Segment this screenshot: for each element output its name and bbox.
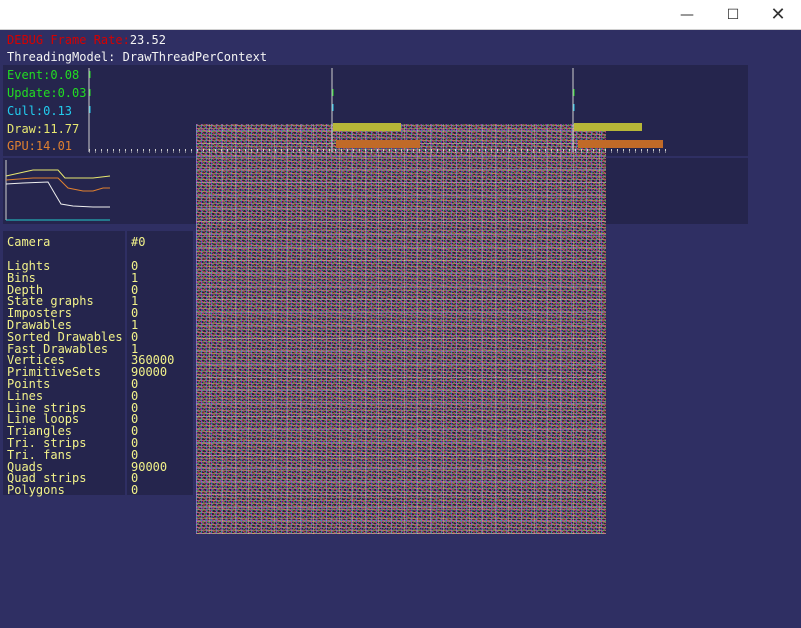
stat-fast-drawables-label: Fast Drawables [7, 341, 109, 356]
stat-state-graphs-value: 1 [131, 294, 139, 309]
stat-imposters-label: Imposters [7, 306, 73, 321]
frame-time-graph [5, 160, 111, 221]
gpu-time-label: GPU:14.01 [7, 139, 73, 153]
gpu-bar-frame-1 [336, 140, 420, 148]
maximize-button[interactable]: ☐ [710, 0, 756, 29]
stat-depth-value: 0 [131, 282, 139, 297]
stat-quad-strips-value: 0 [131, 471, 139, 486]
stat-primitivesets-value: 90000 [131, 365, 168, 380]
stat-lights-value: 0 [131, 259, 139, 273]
graph-frame-line [5, 181, 110, 208]
stat-tri-strips-value: 0 [131, 436, 139, 450]
stat-tri-strips-label: Tri. strips [7, 436, 87, 450]
draw-bar-frame-1 [333, 123, 401, 131]
cull-time-label: Cull:0.13 [7, 104, 73, 118]
stat-line-strips-value: 0 [131, 400, 139, 415]
stat-quads-value: 90000 [131, 459, 168, 474]
stat-tri-fans-label: Tri. fans [7, 447, 73, 462]
stat-lines-value: 0 [131, 388, 139, 403]
stat-line-strips-label: Line strips [7, 400, 87, 415]
stat-line-loops-value: 0 [131, 412, 139, 427]
camera-stats-values: #0 0 1 0 1 0 1 0 1 360000 90000 0 0 0 0 … [127, 231, 193, 498]
stat-state-graphs-label: State graphs [7, 294, 94, 309]
stat-points-label: Points [7, 377, 51, 391]
stat-polygons-value: 0 [131, 483, 139, 498]
stat-lines-label: Lines [7, 388, 44, 403]
close-button[interactable]: ✕ [755, 0, 801, 29]
frame-rate-readout: DEBUG Frame Rate:23.52 [7, 33, 166, 47]
stat-vertices-value: 360000 [131, 353, 175, 368]
camera-label: Camera [7, 235, 51, 249]
update-time-label: Update:0.03 [7, 86, 87, 100]
stat-vertices-label: Vertices [7, 353, 65, 368]
stat-depth-label: Depth [7, 282, 44, 297]
frame-rate-label: DEBUG Frame Rate: [7, 33, 130, 47]
graph-draw-line [5, 169, 111, 179]
stat-lights-label: Lights [7, 259, 51, 273]
stat-polygons-label: Polygons [7, 483, 65, 498]
close-icon: ✕ [770, 4, 786, 25]
draw-bar-frame-2 [574, 123, 642, 131]
frame-rate-value: 23.52 [129, 33, 166, 47]
stat-triangles-value: 0 [131, 424, 139, 439]
stat-drawables-label: Drawables [7, 318, 73, 332]
stat-bins-label: Bins [7, 270, 36, 285]
stat-sorted-drawables-label: Sorted Drawables [7, 329, 123, 344]
stat-quad-strips-label: Quad strips [7, 471, 87, 486]
minimize-button[interactable]: — [664, 0, 710, 29]
gpu-bar-frame-2 [578, 140, 663, 148]
stat-sorted-drawables-value: 0 [131, 329, 139, 344]
frame-timeline [88, 68, 670, 153]
stat-bins-value: 1 [131, 270, 139, 285]
window-titlebar: — ☐ ✕ [0, 0, 801, 30]
minimize-icon: — [680, 6, 694, 23]
graph-gpu-line [5, 177, 110, 192]
camera-value: #0 [131, 235, 146, 249]
threading-model-label: ThreadingModel: DrawThreadPerContext [7, 50, 268, 64]
draw-time-label: Draw:11.77 [7, 122, 80, 136]
stat-line-loops-label: Line loops [7, 412, 80, 427]
stat-fast-drawables-value: 1 [131, 341, 139, 356]
stat-drawables-value: 1 [131, 318, 139, 332]
3d-render-viewport[interactable] [196, 124, 606, 534]
stat-triangles-label: Triangles [7, 424, 73, 439]
stat-tri-fans-value: 0 [131, 447, 139, 462]
stat-points-value: 0 [131, 377, 139, 391]
camera-stats-labels: Camera Lights Bins Depth State graphs Im… [3, 231, 125, 498]
event-time-label: Event:0.08 [7, 68, 80, 82]
stat-quads-label: Quads [7, 459, 44, 474]
stat-imposters-value: 0 [131, 306, 139, 321]
stat-primitivesets-label: PrimitiveSets [7, 365, 101, 380]
maximize-icon: ☐ [726, 6, 740, 23]
